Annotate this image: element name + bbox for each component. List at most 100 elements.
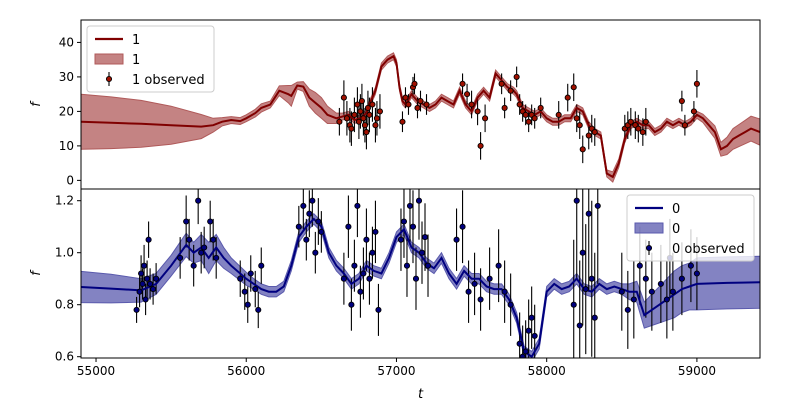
bottom-observed-point	[147, 280, 154, 287]
top-observed-point	[366, 111, 373, 118]
bottom-observed-point	[258, 262, 265, 269]
bottom-x-tick-label: 58000	[528, 364, 566, 378]
bottom-observed-point	[136, 288, 143, 295]
top-confidence-band	[81, 52, 760, 183]
bottom-observed-point	[570, 301, 577, 308]
top-y-tick-label: 20	[59, 104, 74, 118]
bottom-observed-point	[501, 288, 508, 295]
bottom-observed-point	[573, 197, 580, 204]
bottom-observed-point	[687, 262, 694, 269]
bottom-observed-point	[465, 288, 472, 295]
bottom-observed-point	[421, 234, 429, 241]
bottom-observed-point	[531, 332, 538, 339]
top-observed-point	[411, 80, 418, 87]
bottom-observed-point	[153, 275, 160, 282]
top-observed-point	[627, 118, 634, 125]
bottom-observed-point	[576, 322, 583, 329]
bottom-observed-point	[303, 236, 310, 243]
top-legend-label: 1	[132, 33, 140, 48]
top-observed-point	[459, 80, 466, 87]
top-y-axis-label: f	[29, 100, 44, 107]
top-legend-label: 1	[132, 53, 140, 68]
bottom-legend-label: 0 observed	[672, 242, 745, 257]
top-observed-point	[678, 98, 685, 105]
bottom-observed-point	[207, 218, 214, 225]
bottom-observed-point	[525, 327, 532, 334]
bottom-x-tick-label: 56000	[227, 364, 265, 378]
top-observed-point	[417, 98, 424, 105]
top-observed-point	[498, 80, 505, 87]
bottom-y-tick-label: 1.0	[55, 246, 74, 260]
top-observed-point	[373, 115, 380, 122]
bottom-x-tick-label: 55000	[77, 364, 115, 378]
top-legend-label: 1 observed	[132, 73, 205, 88]
bottom-observed-point	[213, 254, 220, 261]
bottom-observed-point	[354, 202, 361, 209]
bottom-observed-point	[144, 275, 151, 282]
top-observed-point	[361, 122, 368, 129]
top-observed-point	[555, 111, 562, 118]
bottom-observed-point	[312, 249, 319, 256]
top-observed-point	[507, 87, 514, 94]
bottom-observed-point	[415, 197, 423, 204]
bottom-observed-point	[141, 262, 148, 269]
bottom-y-axis-label: f	[29, 269, 44, 276]
top-observed-point	[405, 101, 412, 108]
top-observed-point	[573, 115, 580, 122]
bottom-x-tick-label: 57000	[377, 364, 415, 378]
bottom-observed-point	[186, 236, 193, 243]
bottom-observed-point	[486, 275, 493, 282]
bottom-observed-point	[252, 286, 259, 293]
top-y-tick-label: 0	[66, 173, 74, 187]
bottom-observed-point	[663, 296, 670, 303]
bottom-observed-point	[300, 202, 307, 209]
bottom-observed-point	[183, 218, 190, 225]
top-observed-point	[340, 94, 347, 101]
top-observed-point	[513, 73, 520, 80]
top-observed-point	[399, 118, 406, 125]
bottom-observed-point	[624, 306, 631, 313]
bottom-legend-band-swatch	[634, 222, 664, 234]
top-error-bars	[338, 66, 698, 164]
bottom-observed-point	[348, 301, 355, 308]
bottom-observed-point	[642, 275, 649, 282]
top-observed-point	[358, 98, 365, 105]
bottom-observed-point	[528, 314, 535, 321]
bottom-observed-point	[309, 197, 316, 204]
bottom-observed-point	[594, 202, 601, 209]
top-observed-point	[355, 118, 362, 125]
top-observed-point	[351, 111, 358, 118]
top-observed-point	[681, 122, 688, 129]
bottom-legend-label: 0	[672, 222, 680, 237]
top-observed-point	[369, 101, 376, 108]
bottom-observed-point	[318, 228, 325, 235]
bottom-x-axis-label: t	[418, 387, 424, 400]
top-observed-point	[336, 118, 343, 125]
bottom-observed-point	[255, 306, 262, 313]
top-legend-band-swatch	[94, 53, 124, 65]
top-y-tick-label: 10	[59, 139, 74, 153]
bottom-observed-point	[150, 286, 157, 293]
bottom-observed-point	[669, 288, 676, 295]
top-observed-point	[468, 101, 475, 108]
bottom-observed-point	[139, 280, 146, 287]
bottom-observed-point	[363, 236, 370, 243]
bottom-legend-box	[626, 194, 755, 262]
bottom-observed-point	[424, 262, 432, 269]
bottom-observed-point	[372, 228, 379, 235]
top-observed-point	[537, 104, 544, 111]
top-observed-point	[464, 91, 471, 98]
bottom-observed-point	[516, 340, 523, 347]
top-observed-point	[579, 146, 586, 153]
top-observed-point	[570, 84, 577, 91]
top-observed-point	[364, 104, 371, 111]
bottom-observed-point	[177, 254, 184, 261]
bottom-observed-point	[522, 348, 529, 355]
bottom-y-tick-label: 0.8	[55, 298, 74, 312]
bottom-observed-point	[618, 288, 625, 295]
top-observed-point	[576, 122, 583, 129]
bottom-observed-point	[418, 249, 426, 256]
bottom-observed-point	[375, 306, 382, 313]
